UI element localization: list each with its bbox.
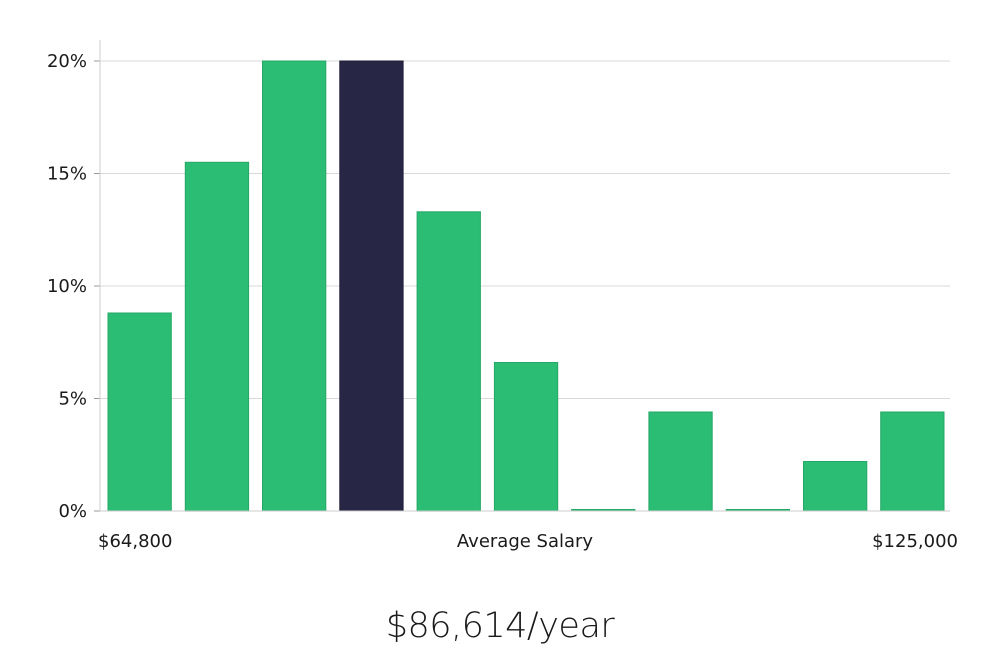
histogram-bar (880, 411, 945, 512)
y-tick-label: 10% (47, 276, 87, 297)
histogram-bar (262, 60, 327, 512)
bars-layer (107, 60, 945, 512)
label-layer: $64,800 Average Salary $125,000 (98, 531, 958, 552)
histogram-bar (493, 362, 559, 512)
x-axis-max-label: $125,000 (872, 531, 958, 552)
axis-layer: 0% 5% 10% 15% 20% (47, 40, 950, 522)
histogram-bar (184, 161, 250, 512)
histogram-bar (416, 211, 481, 512)
histogram-bar (803, 461, 868, 512)
y-tick-label: 20% (47, 51, 87, 72)
histogram-bar (648, 411, 713, 512)
x-axis-title: Average Salary (457, 531, 594, 552)
y-tick-label: 15% (47, 164, 87, 185)
y-tick-label: 0% (58, 501, 87, 522)
chart-svg: 0% 5% 10% 15% 20% $64,800 Average Salary $12… (47, 40, 958, 552)
histogram-bar-highlighted (339, 60, 404, 512)
histogram-bar (107, 312, 172, 512)
average-salary-value: $86,614/year (385, 606, 615, 646)
y-tick-label: 5% (58, 389, 87, 410)
x-axis-min-label: $64,800 (98, 531, 172, 552)
